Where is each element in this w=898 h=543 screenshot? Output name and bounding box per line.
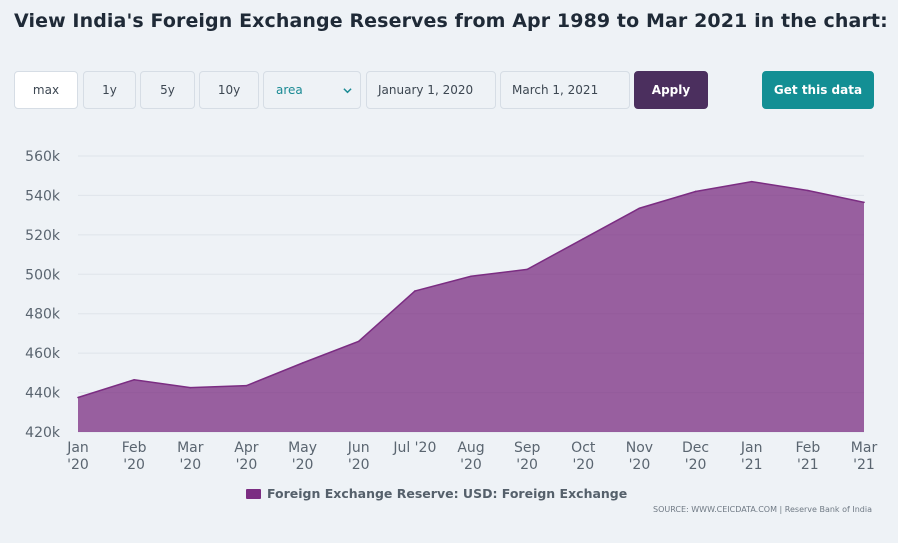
y-axis-ticks: 420k 440k 460k 480k 500k 520k 540k 560k [25,149,61,441]
legend-label: Foreign Exchange Reserve: USD: Foreign E… [267,486,628,501]
range-max-button[interactable]: max [14,71,78,109]
data-point[interactable] [357,340,360,343]
x-tick-label: Jun '20 [347,440,370,473]
x-tick-label: Mar '20 [177,440,204,473]
x-tick-label: Jul '20 [392,440,436,456]
chart-toolbar: max 1y 5y 10y area January 1, 2020 March… [14,71,884,109]
range-5y-button[interactable]: 5y [140,71,195,109]
data-point[interactable] [301,362,304,364]
y-tick-label: 520k [25,228,61,244]
x-tick-label: Feb '21 [795,440,820,473]
data-point[interactable] [414,290,416,292]
y-tick-label: 420k [25,425,61,441]
y-tick-label: 560k [25,149,61,165]
data-point[interactable] [189,386,192,389]
range-10y-button[interactable]: 10y [199,71,259,109]
x-tick-label: Jan '21 [740,440,763,473]
x-tick-label: Jan '20 [66,440,89,473]
end-date-input[interactable]: March 1, 2021 [500,71,630,109]
area-fill[interactable] [78,181,864,432]
x-tick-label: Feb '20 [122,440,147,473]
data-point[interactable] [77,396,79,399]
x-tick-label: Dec '20 [682,440,709,473]
data-point[interactable] [582,238,585,240]
apply-button[interactable]: Apply [634,71,708,109]
data-point[interactable] [470,275,472,278]
data-point[interactable] [750,180,753,183]
page-title: View India's Foreign Exchange Reserves f… [14,10,888,32]
chart-type-value: area [276,83,303,97]
data-point[interactable] [863,201,865,204]
chart-legend[interactable]: Foreign Exchange Reserve: USD: Foreign E… [246,486,627,501]
start-date-input[interactable]: January 1, 2020 [366,71,496,109]
x-tick-label: Nov '20 [626,440,653,473]
y-tick-label: 540k [25,188,61,204]
x-tick-label: Oct '20 [571,440,596,473]
y-tick-label: 460k [25,346,61,362]
legend-swatch [246,488,261,499]
x-tick-label: Sep '20 [514,440,541,473]
x-tick-label: May '20 [288,440,317,473]
area-series [77,180,865,432]
source-credit: SOURCE: WWW.CEICDATA.COM | Reserve Bank … [652,505,872,514]
data-point[interactable] [133,378,135,381]
range-1y-button[interactable]: 1y [83,71,136,109]
chart-type-select[interactable]: area [263,71,361,109]
get-data-button[interactable]: Get this data [762,71,874,109]
data-point[interactable] [245,384,248,387]
data-point[interactable] [526,268,528,271]
y-tick-label: 500k [25,267,61,283]
y-tick-label: 440k [25,386,61,402]
data-point[interactable] [694,190,697,193]
data-point[interactable] [807,189,809,192]
y-tick-label: 480k [25,307,61,323]
x-tick-label: Apr '20 [234,440,258,473]
x-tick-label: Mar '21 [851,440,878,473]
x-axis-ticks: Jan '20 Feb '20 Mar '20 Apr '20 May '20 Jun '20 Jul … [66,440,877,473]
data-point[interactable] [638,207,641,210]
forex-area-chart: 420k 440k 460k 480k 500k 520k 540k 560k Jan '20 F… [25,149,877,473]
chevron-down-icon [343,87,352,93]
x-tick-label: Aug '20 [457,440,484,473]
